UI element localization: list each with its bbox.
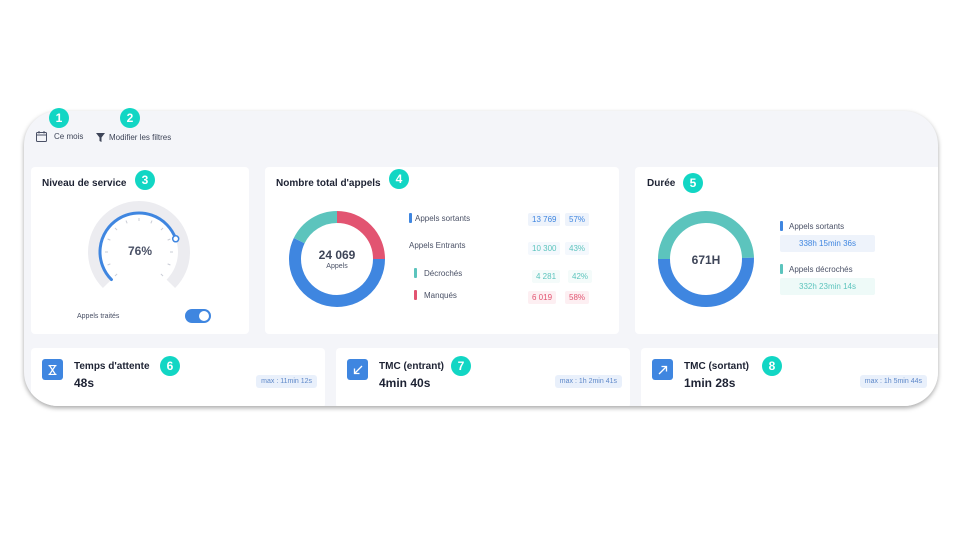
toggle-knob — [199, 311, 209, 321]
modify-filters-button[interactable]: Modifier les filtres — [96, 133, 171, 142]
gauge-tick — [114, 273, 118, 277]
donut-slice-missed — [336, 211, 385, 260]
outgoing-count: 13 769 — [528, 213, 561, 226]
service-level-title: Niveau de service — [42, 178, 127, 189]
duration-outgoing-marker — [780, 221, 783, 231]
tmc-outgoing-max: max : 1h 5min 44s — [859, 375, 927, 388]
toggle-label: Appels traités — [77, 313, 120, 320]
total-calls-card: Nombre total d'appels 24 069 Appels Appe… — [265, 167, 619, 334]
service-level-gauge — [88, 201, 190, 289]
outgoing-pct: 57% — [565, 213, 590, 226]
outgoing-marker — [409, 213, 412, 223]
total-calls-caption: Appels — [326, 263, 348, 270]
filter-icon — [96, 133, 105, 142]
period-label: Ce mois — [54, 132, 84, 141]
answered-label: Décrochés — [424, 269, 463, 278]
callout-badge-6: 6 — [160, 356, 180, 376]
gauge-tick — [114, 227, 118, 231]
service-level-card: Niveau de service 76% Appels traités — [31, 167, 249, 334]
gauge-tick — [150, 220, 153, 224]
missed-label: Manqués — [424, 291, 457, 300]
duration-outgoing-label: Appels sortants — [789, 222, 845, 231]
donut-slice-answered — [293, 211, 338, 244]
handled-calls-toggle[interactable] — [185, 309, 211, 323]
wait-time-value: 48s — [74, 376, 95, 390]
duration-card: Durée 671H Appels sortants 338h 15min 36… — [635, 167, 938, 334]
duration-total: 671H — [691, 253, 721, 267]
duration-title: Durée — [647, 178, 676, 189]
tmc-outgoing-value: 1min 28s — [684, 376, 736, 390]
gauge-tick — [107, 263, 111, 266]
donut-slice-outgoing — [289, 237, 385, 307]
tmc-incoming-value: 4min 40s — [379, 376, 431, 390]
tmc-outgoing-card: TMC (sortant) 1min 28s max : 1h 5min 44s — [641, 348, 938, 406]
gauge-tick — [107, 238, 111, 241]
outgoing-label: Appels sortants — [415, 214, 471, 223]
duration-answered-marker — [780, 264, 783, 274]
arrow-up-right-icon — [652, 359, 673, 380]
tmc-outgoing-title: TMC (sortant) — [684, 361, 749, 372]
tmc-incoming-title: TMC (entrant) — [379, 361, 444, 372]
duration-donut — [658, 211, 754, 307]
hourglass-icon — [42, 359, 63, 380]
total-calls-value: 24 069 — [318, 248, 356, 262]
missed-count: 6 019 — [528, 291, 557, 304]
incoming-label: Appels Entrants — [409, 241, 466, 250]
callout-badge-5: 5 — [683, 173, 703, 193]
answered-pct: 42% — [568, 270, 593, 283]
duration-outgoing-value: 338h 15min 36s — [780, 235, 875, 252]
tmc-incoming-max: max : 1h 2min 41s — [554, 375, 622, 388]
callout-badge-2: 2 — [120, 108, 140, 128]
duration-answered-label: Appels décrochés — [789, 265, 853, 274]
filters-label: Modifier les filtres — [109, 133, 172, 142]
gauge-tick — [160, 227, 164, 231]
callout-badge-7: 7 — [451, 356, 471, 376]
wait-time-card: Temps d'attente 48s max : 11min 12s — [31, 348, 325, 406]
gauge-tick — [125, 220, 128, 224]
missed-pct: 58% — [565, 291, 590, 304]
wait-time-max: max : 11min 12s — [256, 375, 317, 388]
service-level-value: 76% — [127, 244, 153, 258]
callout-badge-4: 4 — [389, 169, 409, 189]
arrow-down-left-icon — [347, 359, 368, 380]
duration-slice-outgoing — [658, 257, 754, 307]
callout-badge-8: 8 — [762, 356, 782, 376]
tmc-incoming-card: TMC (entrant) 4min 40s max : 1h 2min 41s — [336, 348, 630, 406]
gauge-tick — [160, 273, 164, 277]
callout-badge-1: 1 — [49, 108, 69, 128]
calendar-icon — [36, 131, 47, 142]
period-selector[interactable]: Ce mois — [36, 131, 83, 142]
incoming-count: 10 300 — [528, 242, 561, 255]
callout-badge-3: 3 — [135, 170, 155, 190]
duration-answered-value: 332h 23min 14s — [780, 278, 875, 295]
total-calls-donut — [289, 211, 385, 307]
answered-marker — [414, 268, 417, 278]
total-calls-title: Nombre total d'appels — [276, 178, 381, 189]
dashboard-frame: Ce mois Modifier les filtres Niveau de s… — [24, 111, 938, 406]
missed-marker — [414, 290, 417, 300]
gauge-tick — [167, 238, 171, 241]
duration-slice-answered — [658, 211, 754, 260]
gauge-tick — [167, 263, 171, 266]
answered-count: 4 281 — [532, 270, 561, 283]
incoming-pct: 43% — [565, 242, 590, 255]
wait-time-title: Temps d'attente — [74, 361, 150, 372]
